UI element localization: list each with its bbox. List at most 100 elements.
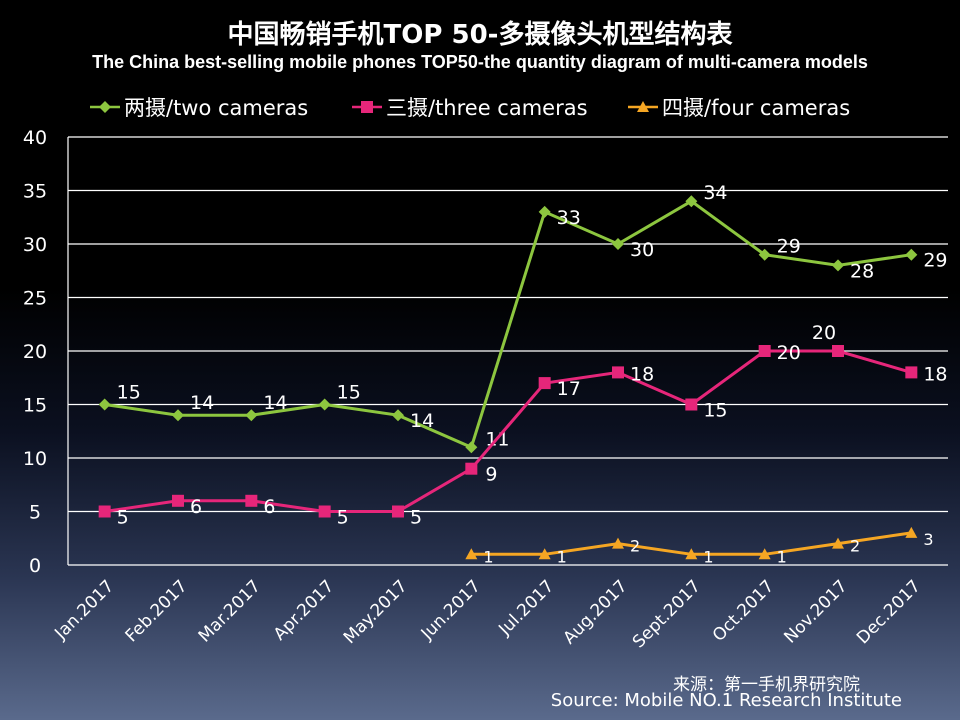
- data-label: 14: [190, 392, 214, 414]
- data-label: 18: [630, 363, 654, 385]
- x-tick-label: Aug.2017: [559, 576, 631, 648]
- data-label: 11: [485, 428, 509, 450]
- data-point: [832, 537, 844, 549]
- data-label: 6: [263, 496, 275, 518]
- data-label: 15: [337, 382, 361, 404]
- series-line: [471, 531, 912, 556]
- legend-square-marker-icon: [352, 101, 382, 113]
- data-label: 3: [923, 530, 933, 549]
- y-tick-label: 40: [23, 127, 47, 149]
- y-tick-label: 35: [23, 181, 47, 203]
- data-label: 17: [557, 378, 581, 400]
- x-tick-label: Jan.2017: [50, 576, 118, 644]
- legend-triangle-marker-icon: [628, 101, 658, 112]
- data-label: 2: [630, 537, 640, 556]
- data-point: [612, 238, 624, 250]
- data-label: 14: [263, 392, 287, 414]
- x-tick-label: Dec.2017: [853, 576, 925, 648]
- x-tick-label: Apr.2017: [270, 576, 338, 644]
- data-label: 1: [483, 547, 493, 566]
- data-label: 20: [812, 322, 836, 344]
- data-point: [245, 494, 258, 507]
- series-line: [104, 199, 912, 450]
- data-label: 9: [485, 464, 497, 486]
- data-point: [392, 409, 404, 422]
- data-point: [905, 248, 918, 261]
- data-label: 6: [190, 496, 202, 518]
- chart-title-en: The China best-selling mobile phones TOP…: [92, 52, 868, 72]
- data-point: [685, 548, 698, 560]
- data-point: [465, 441, 478, 454]
- data-label: 15: [117, 382, 141, 404]
- data-point: [685, 195, 698, 208]
- data-label: 29: [923, 250, 947, 272]
- data-point: [905, 366, 918, 379]
- y-tick-label: 10: [23, 448, 47, 470]
- x-tick-label: Oct.2017: [709, 576, 778, 645]
- data-point: [758, 248, 771, 261]
- legend-diamond-marker-icon: [90, 101, 120, 113]
- data-point: [538, 548, 551, 560]
- y-tick-label: 15: [23, 395, 47, 417]
- chart-title-cn: 中国畅销手机TOP 50-多摄像头机型结构表: [227, 20, 733, 50]
- y-tick-label: 30: [23, 234, 47, 256]
- data-point: [905, 526, 918, 538]
- data-label: 2: [850, 537, 860, 556]
- data-point: [538, 205, 551, 218]
- y-tick-label: 20: [23, 341, 47, 363]
- data-point: [465, 462, 478, 475]
- data-label: 18: [923, 363, 947, 385]
- x-tick-label: Feb.2017: [122, 576, 192, 646]
- data-label: 1: [703, 547, 713, 566]
- x-tick-label: Sept.2017: [629, 576, 705, 652]
- data-point: [245, 409, 258, 422]
- data-point: [98, 505, 111, 518]
- data-point: [392, 505, 404, 518]
- legend-label-two-cameras: 两摄/two cameras: [124, 96, 309, 120]
- x-tick-label: Mar.2017: [195, 576, 265, 646]
- data-point: [318, 505, 331, 518]
- source-cn: 来源：第一手机界研究院: [673, 675, 860, 695]
- data-point: [318, 398, 331, 411]
- data-label: 30: [630, 239, 654, 261]
- x-tick-label: Jun.2017: [417, 576, 485, 644]
- data-point: [758, 548, 771, 560]
- x-tick-label: May.2017: [340, 576, 412, 648]
- legend-label-four-cameras: 四摄/four cameras: [662, 96, 851, 120]
- x-tick-label: Jul.2017: [494, 576, 558, 640]
- data-label: 1: [777, 547, 787, 566]
- chart-legend: 两摄/two cameras 三摄/three cameras 四摄/four …: [0, 92, 960, 122]
- data-label: 1: [557, 547, 567, 566]
- data-point: [465, 548, 478, 560]
- data-label: 33: [557, 207, 581, 229]
- data-label: 15: [703, 400, 727, 422]
- data-label: 29: [777, 236, 801, 258]
- data-label: 5: [117, 507, 129, 529]
- data-point: [172, 409, 184, 422]
- data-point: [98, 398, 111, 411]
- data-label: 5: [337, 507, 349, 529]
- legend-label-three-cameras: 三摄/three cameras: [386, 96, 588, 120]
- data-label: 14: [410, 410, 434, 432]
- data-point: [172, 494, 184, 507]
- data-point: [685, 398, 698, 411]
- data-label: 28: [850, 260, 874, 282]
- data-label: 20: [777, 342, 801, 364]
- legend-item-two-cameras: 两摄/two cameras: [90, 92, 308, 122]
- data-label: 5: [410, 507, 422, 529]
- data-point: [832, 345, 844, 357]
- x-tick-label: Nov.2017: [780, 576, 851, 647]
- legend-item-four-cameras: 四摄/four cameras: [628, 92, 850, 122]
- y-tick-label: 25: [23, 288, 47, 310]
- source-en: Source: Mobile NO.1 Research Institute: [550, 690, 902, 711]
- data-point: [538, 377, 551, 390]
- data-point: [612, 366, 624, 379]
- data-point: [612, 537, 624, 549]
- series-line: [104, 349, 912, 513]
- y-tick-label: 5: [29, 502, 41, 524]
- y-tick-label: 0: [29, 555, 41, 577]
- data-label: 34: [703, 182, 727, 204]
- legend-item-three-cameras: 三摄/three cameras: [352, 92, 588, 122]
- data-point: [832, 259, 844, 272]
- data-point: [758, 345, 771, 357]
